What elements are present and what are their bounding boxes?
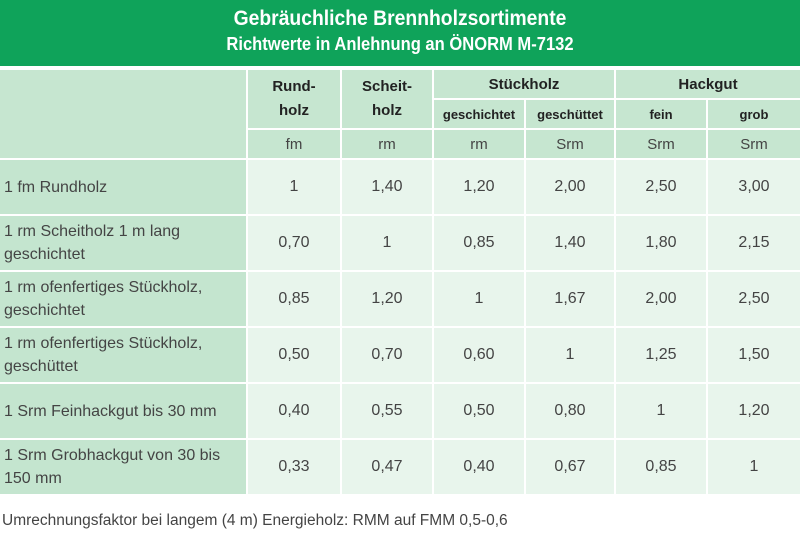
value-cell: 0,55 — [342, 384, 432, 438]
value-cell: 0,50 — [248, 328, 340, 382]
row-label: 1 rm ofenfertiges Stückholz, geschüttet — [0, 328, 246, 382]
header-geschuettet: geschüttet — [526, 100, 614, 128]
value-cell: 0,85 — [434, 216, 524, 270]
value-cell: 1,25 — [616, 328, 706, 382]
unit-cell: fm — [248, 130, 340, 158]
unit-cell: rm — [434, 130, 524, 158]
value-cell: 0,80 — [526, 384, 614, 438]
unit-cell: Srm — [616, 130, 706, 158]
unit-cell: rm — [342, 130, 432, 158]
value-cell: 0,40 — [248, 384, 340, 438]
unit-cell: Srm — [526, 130, 614, 158]
header-stueckholz: Stückholz — [434, 70, 614, 98]
table-body: 1 fm Rundholz 1 1,40 1,20 2,00 2,50 3,00 1 rm S… — [0, 160, 800, 494]
header-geschichtet: geschichtet — [434, 100, 524, 128]
value-cell: 0,50 — [434, 384, 524, 438]
value-cell: 3,00 — [708, 160, 800, 214]
value-cell: 1 — [526, 328, 614, 382]
value-cell: 2,50 — [708, 272, 800, 326]
value-cell: 1 — [248, 160, 340, 214]
header-fein: fein — [616, 100, 706, 128]
table-row: 1 Srm Feinhackgut bis 30 mm 0,40 0,55 0,50 0… — [0, 384, 800, 438]
value-cell: 1 — [434, 272, 524, 326]
value-cell: 2,50 — [616, 160, 706, 214]
value-cell: 2,00 — [616, 272, 706, 326]
value-cell: 0,40 — [434, 440, 524, 494]
value-cell: 0,33 — [248, 440, 340, 494]
row-label: 1 Srm Feinhackgut bis 30 mm — [0, 384, 246, 438]
title-band: Gebräuchliche Brennholzsortimente Richtw… — [0, 0, 800, 66]
table-row: 1 rm Scheitholz 1 m lang geschichtet 0,70… — [0, 216, 800, 270]
row-label: 1 fm Rundholz — [0, 160, 246, 214]
header-rundholz: Rund- holz — [248, 70, 340, 128]
value-cell: 0,60 — [434, 328, 524, 382]
table-row: 1 Srm Grobhackgut von 30 bis 150 mm 0,33 0… — [0, 440, 800, 494]
value-cell: 1,20 — [708, 384, 800, 438]
table-row: 1 rm ofenfertiges Stückholz, geschichtet… — [0, 272, 800, 326]
value-cell: 1,80 — [616, 216, 706, 270]
value-cell: 0,47 — [342, 440, 432, 494]
value-cell: 1 — [342, 216, 432, 270]
table-row: 1 rm ofenfertiges Stückholz, geschüttet 0… — [0, 328, 800, 382]
unit-cell: Srm — [708, 130, 800, 158]
value-cell: 1 — [708, 440, 800, 494]
footer-note: Umrechnungsfaktor bei langem (4 m) Energ… — [2, 512, 508, 529]
header-grob: grob — [708, 100, 800, 128]
value-cell: 1,50 — [708, 328, 800, 382]
value-cell: 1,20 — [342, 272, 432, 326]
row-label: 1 rm Scheitholz 1 m lang geschichtet — [0, 216, 246, 270]
table-row: 1 fm Rundholz 1 1,40 1,20 2,00 2,50 3,00 — [0, 160, 800, 214]
value-cell: 0,70 — [248, 216, 340, 270]
value-cell: 2,15 — [708, 216, 800, 270]
table-title: Gebräuchliche Brennholzsortimente — [233, 7, 567, 30]
row-label: 1 rm ofenfertiges Stückholz, geschichtet — [0, 272, 246, 326]
header-hackgut: Hackgut — [616, 70, 800, 98]
row-label: 1 Srm Grobhackgut von 30 bis 150 mm — [0, 440, 246, 494]
value-cell: 1,40 — [342, 160, 432, 214]
value-cell: 0,67 — [526, 440, 614, 494]
value-cell: 0,85 — [248, 272, 340, 326]
value-cell: 1 — [616, 384, 706, 438]
value-cell: 1,20 — [434, 160, 524, 214]
header-blank — [0, 70, 246, 158]
value-cell: 0,85 — [616, 440, 706, 494]
header-scheitholz: Scheit- holz — [342, 70, 432, 128]
value-cell: 1,40 — [526, 216, 614, 270]
value-cell: 0,70 — [342, 328, 432, 382]
table-subtitle: Richtwerte in Anlehnung an ÖNORM M-7132 — [226, 34, 574, 54]
value-cell: 1,67 — [526, 272, 614, 326]
conversion-table: Rund- holz Scheit- holz Stückholz Hackgu… — [0, 68, 800, 496]
value-cell: 2,00 — [526, 160, 614, 214]
